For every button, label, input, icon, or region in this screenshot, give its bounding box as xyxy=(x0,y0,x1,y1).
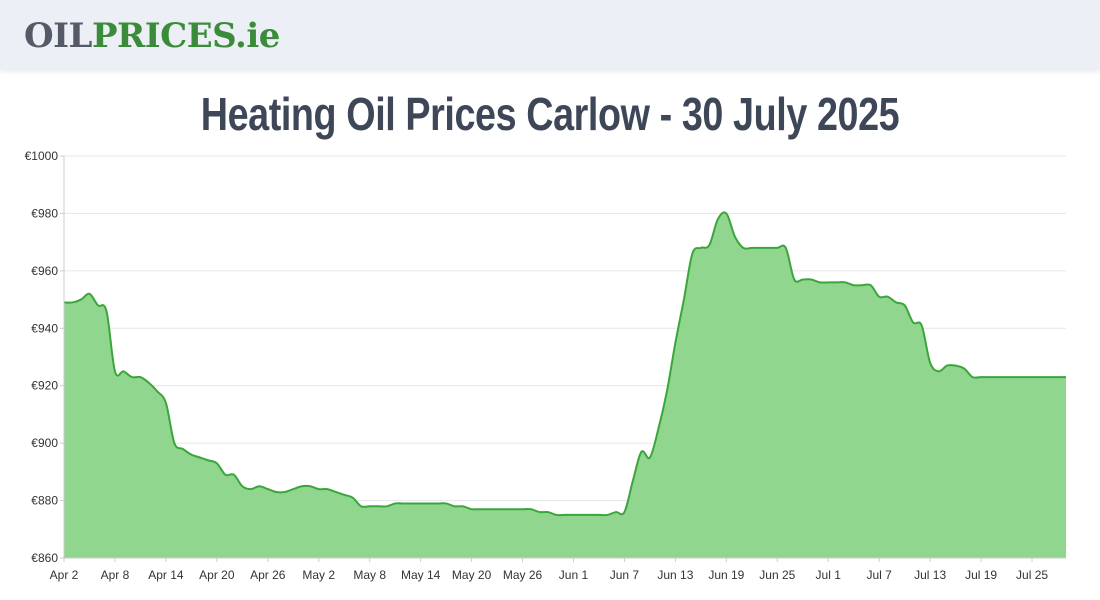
y-tick-label: €940 xyxy=(31,321,58,335)
x-tick-label: Jul 25 xyxy=(1016,568,1048,582)
logo-tld-text: .ie xyxy=(234,16,280,56)
y-tick-label: €960 xyxy=(31,264,58,278)
x-tick-label: Jul 13 xyxy=(914,568,946,582)
site-header: OILPRICES.ie xyxy=(0,0,1100,70)
logo-oil-text: OIL xyxy=(24,16,92,56)
x-tick-label: May 26 xyxy=(503,568,543,582)
y-tick-label: €920 xyxy=(31,379,58,393)
logo-prices-text: PRICES xyxy=(91,16,236,56)
x-tick-label: May 20 xyxy=(452,568,492,582)
x-tick-label: May 2 xyxy=(302,568,335,582)
y-tick-label: €860 xyxy=(31,551,58,565)
page-title: Heating Oil Prices Carlow - 30 July 2025 xyxy=(200,88,900,140)
x-tick-label: Jul 7 xyxy=(867,568,893,582)
y-tick-label: €1000 xyxy=(25,149,59,163)
chart-axes xyxy=(63,156,1066,559)
x-tick-label: Jul 1 xyxy=(816,568,842,582)
x-tick-label: May 14 xyxy=(401,568,441,582)
x-tick-label: Jun 25 xyxy=(759,568,795,582)
x-tick-label: Jun 7 xyxy=(610,568,640,582)
price-area-fill xyxy=(64,212,1066,558)
chart-area-layer xyxy=(63,211,1066,558)
x-tick-label: Jun 1 xyxy=(559,568,589,582)
x-tick-label: Apr 20 xyxy=(199,568,235,582)
x-axis-ticks: Apr 2 Apr 8 Apr 14 Apr 20 Apr 26 May 2 May 8 Ma… xyxy=(50,558,1048,582)
x-tick-label: May 8 xyxy=(353,568,386,582)
x-tick-label: Apr 2 xyxy=(50,568,79,582)
x-tick-label: Jun 19 xyxy=(708,568,744,582)
x-tick-label: Apr 8 xyxy=(101,568,130,582)
y-tick-label: €900 xyxy=(31,436,58,450)
x-tick-label: Jun 13 xyxy=(657,568,693,582)
y-axis-ticks: €860 €880 €900 €920 €940 €960 €980 €1000 xyxy=(25,149,64,565)
x-tick-label: Apr 14 xyxy=(148,568,184,582)
y-tick-label: €980 xyxy=(31,206,58,220)
x-tick-label: Jul 19 xyxy=(965,568,997,582)
price-series-line xyxy=(63,211,1066,517)
y-tick-label: €880 xyxy=(31,494,58,508)
x-tick-label: Apr 26 xyxy=(250,568,286,582)
site-logo[interactable]: OILPRICES.ie xyxy=(24,14,280,58)
